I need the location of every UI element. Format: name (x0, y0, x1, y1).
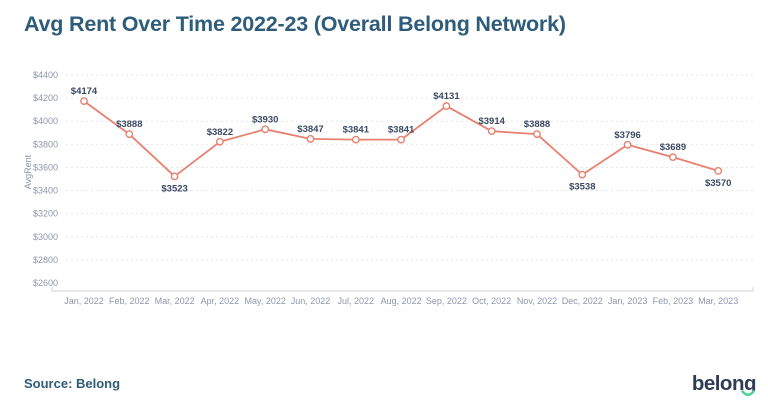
data-point (623, 140, 632, 149)
x-tick-label: Feb, 2023 (653, 296, 694, 306)
logo-smile-icon (741, 390, 755, 397)
x-tick-label: May, 2022 (245, 296, 286, 306)
x-tick-label: Jan, 2022 (64, 296, 104, 306)
data-point (351, 135, 360, 144)
y-tick-label: $3400 (33, 186, 58, 196)
data-point-label: $4174 (71, 86, 98, 97)
x-tick-label: Feb, 2022 (109, 296, 150, 306)
y-tick-label: $4200 (33, 93, 58, 103)
y-tick-label: $3800 (33, 139, 58, 149)
page-title: Avg Rent Over Time 2022-23 (Overall Belo… (24, 12, 566, 36)
data-point (714, 167, 723, 175)
data-point (397, 135, 405, 144)
x-tick-label: Nov, 2022 (517, 296, 557, 306)
y-tick-label: $4400 (33, 70, 58, 80)
data-point-label: $3930 (252, 114, 278, 125)
data-point (80, 97, 88, 106)
data-point-label: $3888 (524, 119, 550, 130)
data-point (125, 130, 134, 139)
source-caption: Source: Belong (24, 376, 121, 391)
x-axis-line (51, 287, 754, 292)
y-tick-label: $4000 (33, 116, 58, 126)
data-point (170, 172, 179, 181)
data-point-label: $3847 (297, 124, 323, 135)
data-point-label: $3841 (388, 125, 415, 136)
data-point (487, 127, 496, 136)
data-point-label: $3538 (569, 182, 595, 193)
x-tick-label: Dec, 2022 (562, 296, 603, 306)
x-tick-label: Jun, 2022 (291, 296, 331, 306)
data-point (442, 102, 451, 110)
data-point (215, 137, 224, 146)
data-point-label: $3523 (161, 183, 187, 194)
data-point-label: $3822 (207, 127, 233, 138)
x-tick-label: Sep, 2022 (426, 296, 467, 306)
data-point-label: $3796 (614, 130, 640, 141)
data-point-label: $3914 (478, 116, 505, 127)
data-point-label: $3888 (116, 119, 142, 130)
data-point-label: $3689 (660, 142, 686, 153)
logo-smile-path (741, 390, 755, 397)
x-tick-label: Aug, 2022 (381, 296, 422, 306)
belong-logo-wordmark: belong (691, 373, 756, 391)
y-tick-label: $2800 (33, 255, 58, 265)
y-tick-label: $2600 (33, 278, 58, 288)
data-point (669, 153, 677, 162)
x-tick-label: Jul, 2022 (338, 296, 375, 306)
belong-logo: belong (690, 373, 756, 401)
data-point (306, 135, 315, 143)
y-tick-label: $3200 (33, 209, 58, 219)
y-axis-title: AvgRent (23, 154, 33, 189)
data-point-label: $3841 (343, 125, 370, 136)
y-tick-label: $3000 (33, 232, 58, 242)
data-point-label: $3570 (705, 178, 731, 189)
data-point (533, 130, 541, 139)
x-axis-note: ·· ·· (387, 309, 407, 315)
data-point-label: $4131 (433, 91, 460, 102)
x-tick-label: Mar, 2023 (698, 296, 738, 306)
y-tick-label: $3600 (33, 162, 58, 172)
data-point (261, 125, 270, 134)
x-tick-label: Apr, 2022 (201, 296, 240, 306)
data-point (578, 170, 587, 179)
belong-logo-text: belong (690, 373, 756, 391)
x-tick-label: Mar, 2022 (155, 296, 195, 306)
x-tick-label: Oct, 2022 (472, 296, 511, 306)
x-tick-label: Jan, 2023 (608, 296, 648, 306)
